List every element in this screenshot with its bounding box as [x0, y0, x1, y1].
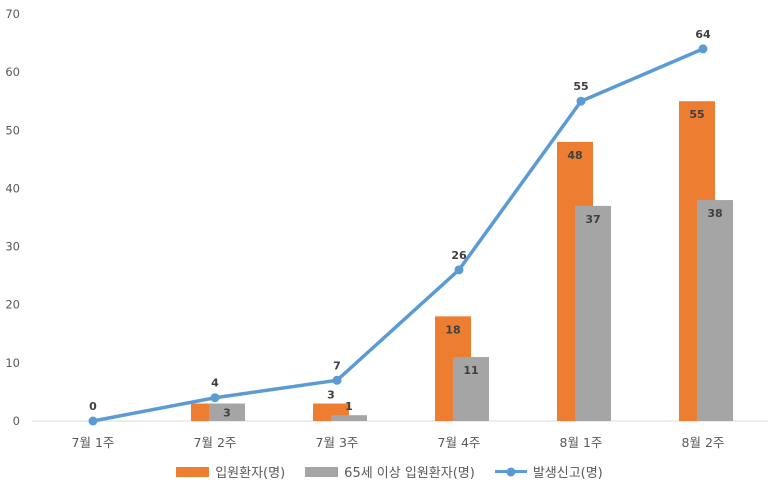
trend-line-reported-cases — [91, 47, 705, 423]
line-point-reported-cases — [698, 44, 708, 54]
y-axis-tick-label: 50 — [5, 123, 20, 137]
legend-item-inpatients-65plus: 65세 이상 입원환자(명) — [305, 462, 475, 481]
y-axis-tick-label: 60 — [5, 65, 20, 79]
x-axis-category-label: 7월 1주 — [72, 435, 115, 450]
x-axis-category-label: 7월 4주 — [438, 435, 481, 450]
bar-inpatients-65plus — [575, 205, 611, 421]
x-axis-category-label: 8월 2주 — [682, 435, 725, 450]
legend-label-inpatients: 입원환자(명) — [215, 466, 286, 481]
x-axis-category-label: 7월 3주 — [316, 435, 359, 450]
y-axis-tick-label: 10 — [5, 356, 20, 370]
line-label-reported-cases: 64 — [695, 28, 711, 41]
bar-label-inpatients-65plus: 11 — [463, 364, 478, 377]
bar-label-inpatients-65plus: 1 — [345, 400, 353, 413]
line-point-reported-cases — [88, 416, 98, 426]
bar-label-inpatients-65plus: 38 — [707, 207, 722, 220]
bar-inpatients-65plus — [209, 403, 245, 421]
y-axis-tick-label: 70 — [5, 7, 20, 21]
legend-swatch-inpatients-icon — [176, 466, 210, 477]
bar-label-inpatients: 55 — [689, 108, 704, 121]
line-point-reported-cases — [454, 265, 464, 275]
line-label-reported-cases: 0 — [89, 400, 97, 413]
legend-label-inpatients-65plus: 65세 이상 입원환자(명) — [344, 466, 475, 481]
bar-inpatients-65plus — [331, 415, 367, 421]
bar-label-inpatients-65plus: 37 — [585, 213, 600, 226]
y-axis-tick-label: 30 — [5, 240, 20, 254]
line-point-reported-cases — [576, 96, 586, 106]
legend-label-reported-cases: 발생신고(명) — [532, 466, 603, 481]
line-label-reported-cases: 55 — [573, 80, 588, 93]
bar-label-inpatients-65plus: 3 — [223, 406, 231, 419]
line-point-reported-cases — [210, 393, 220, 403]
x-axis-category-label: 8월 1주 — [560, 435, 603, 450]
bar-inpatients-65plus — [453, 357, 489, 421]
legend-swatch-inpatients-65plus-icon — [305, 466, 339, 477]
line-label-reported-cases: 4 — [211, 377, 219, 390]
bar-label-inpatients: 48 — [567, 149, 582, 162]
line-label-reported-cases: 7 — [333, 359, 341, 372]
bar-label-inpatients: 18 — [445, 323, 460, 336]
legend-item-reported-cases: 발생신고(명) — [494, 462, 603, 481]
y-axis-tick-label: 40 — [5, 181, 20, 195]
legend-item-inpatients: 입원환자(명) — [176, 462, 285, 481]
bar-label-inpatients: 3 — [327, 389, 335, 402]
bar-inpatients-65plus — [697, 200, 733, 421]
legend-line-dot-icon — [506, 467, 516, 476]
y-axis-tick-label: 20 — [5, 298, 20, 312]
chart-legend: 입원환자(명) 65세 이상 입원환자(명) 발생신고(명) — [0, 462, 779, 481]
y-axis-tick-label: 0 — [13, 414, 20, 428]
legend-line-marker-icon — [494, 467, 527, 476]
line-point-reported-cases — [332, 375, 342, 385]
x-axis-category-label: 7월 2주 — [194, 435, 237, 450]
line-label-reported-cases: 26 — [451, 249, 467, 262]
